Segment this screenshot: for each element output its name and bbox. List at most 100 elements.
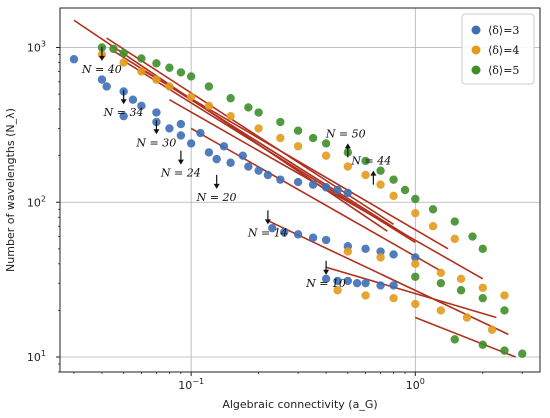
data-point bbox=[400, 185, 410, 195]
data-point bbox=[165, 63, 174, 72]
data-point bbox=[308, 180, 318, 189]
data-point bbox=[343, 162, 353, 171]
annotation-label: N = 14 bbox=[247, 226, 288, 239]
data-point bbox=[411, 299, 420, 309]
data-point bbox=[254, 108, 263, 117]
data-point bbox=[436, 278, 446, 288]
annotation-arrowhead bbox=[213, 183, 220, 189]
data-point bbox=[376, 253, 385, 262]
annotation-label: N = 44 bbox=[350, 155, 391, 168]
data-point bbox=[389, 293, 398, 303]
data-point bbox=[196, 128, 205, 138]
annotation-label: N = 10 bbox=[305, 277, 346, 290]
data-point bbox=[343, 188, 353, 198]
data-point bbox=[333, 286, 342, 295]
data-point bbox=[244, 162, 253, 171]
annotation-arrowhead bbox=[264, 219, 271, 225]
data-point bbox=[263, 170, 273, 180]
data-point bbox=[137, 67, 146, 76]
data-point bbox=[276, 175, 285, 184]
data-point bbox=[152, 75, 161, 84]
data-point bbox=[152, 59, 161, 68]
legend-marker bbox=[471, 45, 481, 55]
data-point bbox=[500, 291, 509, 300]
data-point bbox=[343, 276, 353, 286]
data-point bbox=[450, 234, 459, 244]
data-point bbox=[478, 293, 487, 303]
data-point bbox=[361, 156, 370, 166]
data-point bbox=[276, 117, 285, 127]
data-point bbox=[308, 133, 318, 143]
data-point bbox=[254, 166, 263, 175]
data-point bbox=[450, 335, 459, 344]
data-point bbox=[137, 101, 146, 111]
data-point bbox=[361, 170, 370, 180]
data-point bbox=[219, 142, 229, 151]
data-point bbox=[389, 281, 398, 290]
data-point bbox=[428, 205, 438, 214]
data-point bbox=[165, 124, 174, 133]
data-point bbox=[293, 230, 303, 239]
data-point bbox=[487, 325, 497, 334]
legend-label: ⟨δ⟩=5 bbox=[488, 64, 519, 77]
annotation-arrowhead bbox=[323, 269, 330, 275]
data-point bbox=[376, 281, 385, 290]
data-point bbox=[478, 283, 487, 293]
data-point bbox=[176, 131, 186, 140]
data-point bbox=[450, 217, 459, 226]
data-point bbox=[109, 44, 118, 54]
data-point bbox=[518, 349, 527, 358]
fit-line bbox=[325, 266, 497, 319]
data-point bbox=[361, 278, 370, 288]
data-point bbox=[468, 232, 477, 241]
data-point bbox=[333, 185, 342, 195]
data-point bbox=[276, 133, 285, 143]
annotation-arrowhead bbox=[344, 143, 351, 149]
data-point bbox=[478, 244, 487, 254]
data-point bbox=[361, 291, 370, 300]
y-tick-exponent: 3 bbox=[41, 40, 46, 49]
data-point bbox=[428, 222, 438, 231]
legend-label: ⟨δ⟩=4 bbox=[488, 44, 519, 57]
data-point bbox=[119, 58, 128, 67]
legend-marker bbox=[471, 25, 481, 35]
annotation-arrowhead bbox=[177, 159, 184, 165]
data-point bbox=[411, 259, 420, 269]
data-point bbox=[343, 247, 353, 256]
x-axis-title: Algebraic connectivity (a_G) bbox=[222, 398, 377, 411]
annotation-label: N = 20 bbox=[196, 191, 237, 204]
annotation-arrowhead bbox=[120, 99, 127, 105]
data-point bbox=[389, 175, 398, 184]
data-point bbox=[69, 55, 79, 64]
data-point bbox=[376, 180, 385, 189]
data-point bbox=[436, 306, 446, 315]
annotation-label: N = 24 bbox=[160, 167, 201, 180]
legend-marker bbox=[471, 65, 481, 75]
data-point bbox=[361, 244, 370, 254]
legend: ⟨δ⟩=3 ⟨δ⟩=4 ⟨δ⟩=5 bbox=[461, 13, 535, 85]
data-point bbox=[226, 94, 235, 103]
data-point bbox=[500, 346, 509, 355]
data-point bbox=[500, 306, 509, 315]
annotation-label: N = 50 bbox=[325, 127, 366, 140]
data-point bbox=[212, 154, 221, 164]
annotation-label: N = 40 bbox=[81, 63, 122, 76]
data-point bbox=[137, 54, 146, 63]
legend-label: ⟨δ⟩=3 bbox=[488, 24, 519, 37]
data-point bbox=[102, 82, 111, 91]
data-point bbox=[411, 253, 420, 262]
data-point bbox=[186, 92, 196, 102]
data-point bbox=[456, 286, 466, 295]
annotation-layer: N = 40 N = 34 N = 30 N = 24 N = 20 N = 14 N = … bbox=[81, 46, 391, 290]
data-point bbox=[226, 158, 235, 167]
data-point bbox=[462, 313, 472, 322]
data-point bbox=[293, 142, 303, 151]
y-axis-title: Number of wavelengths (N_λ) bbox=[4, 108, 17, 272]
data-point bbox=[389, 250, 398, 259]
annotation-arrowhead bbox=[153, 129, 160, 135]
data-point bbox=[321, 151, 331, 160]
data-point bbox=[186, 139, 196, 148]
